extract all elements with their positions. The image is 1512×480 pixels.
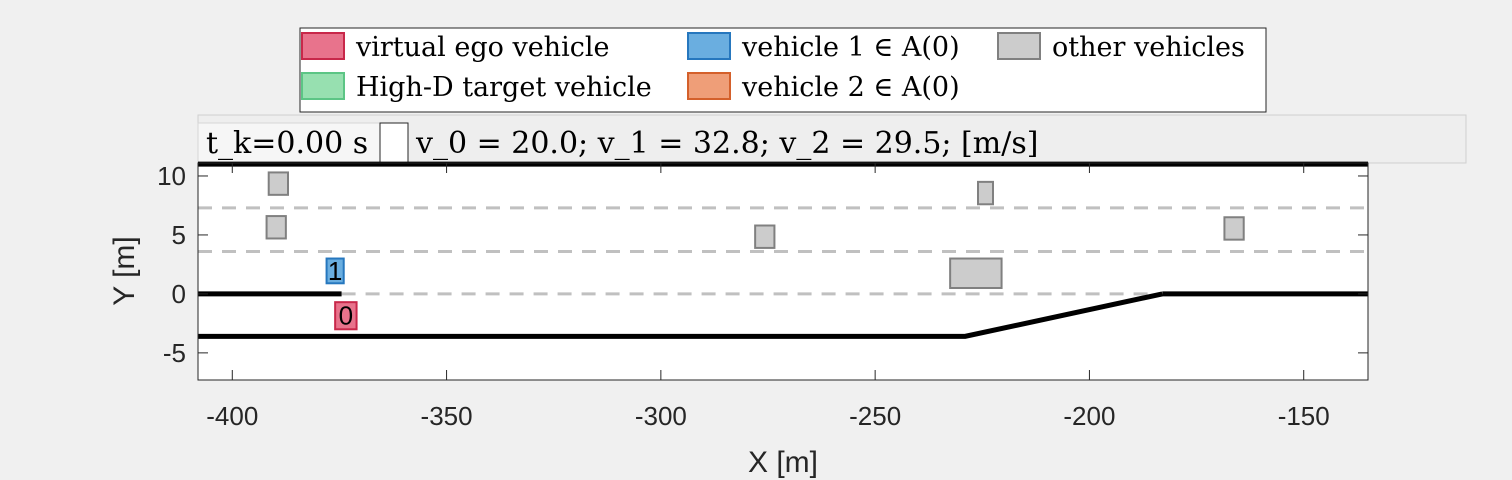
x-axis-label: X [m] [748, 446, 818, 479]
legend-label-5: other vehicles [1052, 32, 1245, 63]
legend-label-1: virtual ego vehicle [355, 32, 609, 63]
legend-label-2: High-D target vehicle [356, 72, 652, 103]
x-tick-label: -250 [849, 401, 901, 431]
header-background [197, 114, 1467, 164]
plot-frame [197, 162, 1369, 381]
x-tick-label: -350 [421, 401, 473, 431]
vehicle-ego-1 [334, 301, 358, 331]
separator-box [379, 122, 409, 164]
legend: virtual ego vehicle High-D target vehicle… [299, 27, 1267, 113]
y-tick-label: 0 [172, 279, 186, 309]
x-tick-label: -200 [1063, 401, 1115, 431]
y-tick-label: 10 [157, 161, 186, 191]
x-tick-label: -150 [1278, 401, 1330, 431]
x-tick-label: -400 [206, 401, 258, 431]
speed-readout: v_0 = 20.0; v_1 = 32.8; v_2 = 29.5; [m/s… [415, 126, 1038, 161]
time-readout: t_k=0.00 s [206, 126, 368, 161]
legend-swatch-5 [997, 32, 1041, 60]
vehicle-other-3 [267, 171, 290, 196]
legend-swatch-1 [301, 32, 345, 60]
legend-label-3: vehicle 1 ∈ A(0) [741, 32, 960, 63]
y-tick-label: -5 [163, 338, 186, 368]
vehicle-other-4 [265, 215, 287, 240]
legend-box [299, 27, 1267, 113]
legend-label-4: vehicle 2 ∈ A(0) [741, 72, 960, 103]
vehicles: 01 [265, 171, 1245, 331]
vehicle-vehicle-1-2 [325, 257, 345, 285]
y-tick-label: 5 [172, 220, 186, 250]
legend-swatch-2 [301, 72, 345, 100]
vehicle-label-vehicle-1: 1 [328, 256, 342, 286]
road-edge-4 [198, 291, 1163, 339]
vehicle-other-7 [977, 180, 994, 206]
plot-background [198, 163, 1368, 380]
x-tick-label: -300 [635, 401, 687, 431]
vehicle-other-6 [949, 257, 1003, 290]
x-axis-ticks: -400 -350 -300 -250 -200 -150 [206, 163, 1330, 431]
vehicle-other-8 [1223, 216, 1245, 241]
legend-swatch-4 [687, 72, 731, 100]
legend-swatch-3 [687, 32, 731, 60]
time-box [197, 122, 381, 164]
vehicle-label-ego: 0 [339, 301, 353, 331]
header-bar: t_k=0.00 s v_0 = 20.0; v_1 = 32.8; v_2 =… [197, 114, 1467, 164]
road-lines [198, 161, 1368, 339]
legend-entries: virtual ego vehicle High-D target vehicle… [301, 32, 1245, 103]
vehicle-other-5 [754, 224, 776, 249]
y-axis-label: Y [m] [108, 236, 141, 305]
